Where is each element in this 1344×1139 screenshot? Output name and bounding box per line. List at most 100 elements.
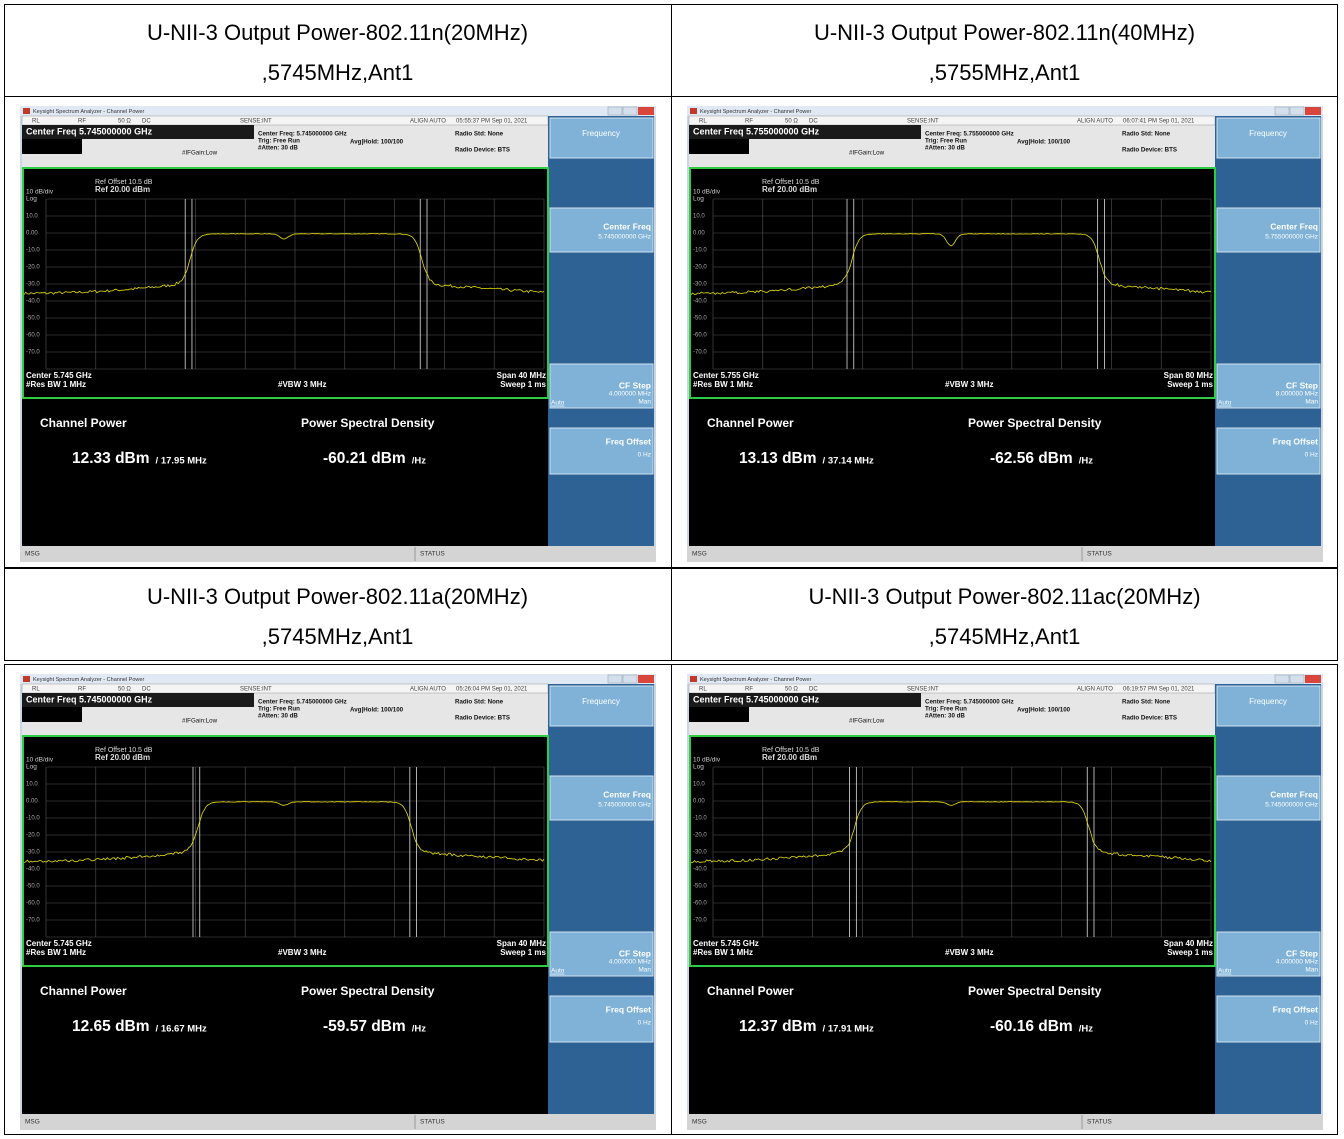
status-bar xyxy=(687,1114,1323,1130)
res-bw-label: #Res BW 1 MHz xyxy=(693,948,753,957)
sweep-label: Sweep 1 ms xyxy=(500,380,546,389)
y-axis-label: -10.0 xyxy=(693,816,707,822)
status-item: RL xyxy=(32,119,40,125)
setting: Avg|Hold: 100/100 xyxy=(350,707,404,714)
mode-box xyxy=(689,707,749,722)
app-icon xyxy=(690,676,697,682)
psd-value: -62.56 dBm xyxy=(990,450,1073,467)
cf-step-key-label: CF Step xyxy=(1286,380,1318,390)
log: Log xyxy=(26,764,37,771)
cf-step-auto: Auto xyxy=(1218,968,1232,975)
psd-unit: /Hz xyxy=(412,1024,427,1035)
status-item: 06:07:41 PM Sep 01, 2021 xyxy=(1123,119,1195,125)
status-item: 05:26:04 PM Sep 01, 2021 xyxy=(456,687,528,693)
channel-power-label: Channel Power xyxy=(707,416,794,430)
center-label: Center 5.745 GHz xyxy=(693,939,759,948)
freq-offset-key-value: 0 Hz xyxy=(638,452,651,459)
y-axis-label: 10.0 xyxy=(693,782,705,788)
vbw-label: #VBW 3 MHz xyxy=(945,948,993,957)
channel-power-label: Channel Power xyxy=(40,984,127,998)
status-item: 06:19:57 PM Sep 01, 2021 xyxy=(1123,687,1195,693)
span-label: Span 40 MHz xyxy=(497,371,546,380)
center-freq-key-value: 5.745000000 GHz xyxy=(598,234,651,241)
psd-label: Power Spectral Density xyxy=(301,416,435,430)
y-axis-label: -30.0 xyxy=(693,282,707,288)
status-item: ALIGN AUTO xyxy=(410,119,446,125)
span-label: Span 80 MHz xyxy=(1164,371,1213,380)
graph-bg xyxy=(690,168,1215,398)
setting: #IFGain:Low xyxy=(182,150,218,157)
title-line: ,5745MHz,Ant1 xyxy=(671,624,1338,650)
res-bw-label: #Res BW 1 MHz xyxy=(693,380,753,389)
ref-level: Ref 20.00 dBm xyxy=(762,185,817,194)
log: Log xyxy=(693,764,704,771)
setting: Center Freq: 5.745000000 GHz xyxy=(258,131,347,138)
status-bar xyxy=(20,546,656,562)
y-axis-label: 10.0 xyxy=(693,214,705,220)
setting: Radio Device: BTS xyxy=(1122,715,1177,722)
psd-label: Power Spectral Density xyxy=(301,984,435,998)
center-freq-main: Center Freq 5.745000000 GHz xyxy=(26,126,153,136)
status-item: 05:55:37 PM Sep 01, 2021 xyxy=(456,119,528,125)
y-axis-label: -20.0 xyxy=(693,833,707,839)
setting: #Atten: 30 dB xyxy=(258,713,298,720)
title-line: ,5745MHz,Ant1 xyxy=(4,624,671,650)
freq-offset-key-label: Freq Offset xyxy=(1273,1004,1319,1014)
y-axis-label: -30.0 xyxy=(26,850,40,856)
setting: Radio Device: BTS xyxy=(455,715,510,722)
center-freq-key-value: 5.745000000 GHz xyxy=(1265,802,1318,809)
mode-box xyxy=(22,707,82,722)
setting: #Atten: 30 dB xyxy=(925,145,965,152)
window-title: Keysight Spectrum Analyzer - Channel Pow… xyxy=(33,677,144,683)
setting: #IFGain:Low xyxy=(849,718,885,725)
analyzer-screenshot: Keysight Spectrum Analyzer - Channel Pow… xyxy=(20,674,656,1130)
status-item: SENSE:INT xyxy=(907,687,939,693)
setting: Radio Std: None xyxy=(1122,131,1171,138)
setting: Center Freq: 5.745000000 GHz xyxy=(258,699,347,706)
status-item: DC xyxy=(809,687,818,693)
app-icon xyxy=(690,108,697,114)
cf-step-key-value: 4.000000 MHz xyxy=(609,959,651,966)
close-button xyxy=(1305,675,1321,683)
channel-power-label: Channel Power xyxy=(707,984,794,998)
channel-power-value: 12.65 dBm xyxy=(72,1018,150,1035)
freq-offset-key-label: Freq Offset xyxy=(1273,436,1319,446)
status-item: ALIGN AUTO xyxy=(1077,687,1113,693)
setting: Trig: Free Run xyxy=(925,138,967,145)
cf-step-auto: Auto xyxy=(1218,400,1232,407)
center-freq-key-label: Center Freq xyxy=(1270,221,1318,231)
max-button xyxy=(623,675,637,683)
status-item: DC xyxy=(142,687,151,693)
setting: Avg|Hold: 100/100 xyxy=(1017,707,1071,714)
cf-step-key-label: CF Step xyxy=(619,380,651,390)
menu-title: Frequency xyxy=(1249,129,1287,138)
center-label: Center 5.755 GHz xyxy=(693,371,759,380)
min-button xyxy=(608,675,622,683)
psd-unit: /Hz xyxy=(412,456,427,467)
center-freq-main: Center Freq 5.745000000 GHz xyxy=(26,694,153,704)
log: Log xyxy=(26,196,37,203)
close-button xyxy=(1305,107,1321,115)
channel-bandwidth: / 37.14 MHz xyxy=(823,456,874,467)
status-label: STATUS xyxy=(1087,1119,1112,1126)
setting: Radio Std: None xyxy=(455,699,504,706)
ref-level: Ref 20.00 dBm xyxy=(95,185,150,194)
setting: Trig: Free Run xyxy=(925,706,967,713)
cf-step-man: Man xyxy=(1305,967,1318,974)
y-axis-label: -50.0 xyxy=(693,316,707,322)
center-freq-main: Center Freq 5.755000000 GHz xyxy=(693,126,820,136)
title-line: ,5745MHz,Ant1 xyxy=(4,60,671,86)
setting: Trig: Free Run xyxy=(258,138,300,145)
span-label: Span 40 MHz xyxy=(1164,939,1213,948)
cf-step-man: Man xyxy=(638,967,651,974)
min-button xyxy=(1275,675,1289,683)
channel-bandwidth: / 17.95 MHz xyxy=(156,456,207,467)
y-axis-label: -60.0 xyxy=(693,901,707,907)
y-axis-label: -60.0 xyxy=(693,333,707,339)
psd-value: -59.57 dBm xyxy=(323,1018,406,1035)
status-item: RF xyxy=(78,119,86,125)
status-label: STATUS xyxy=(420,551,445,558)
status-item: RF xyxy=(78,687,86,693)
y-axis-label: -10.0 xyxy=(26,248,40,254)
setting: Center Freq: 5.745000000 GHz xyxy=(925,699,1014,706)
